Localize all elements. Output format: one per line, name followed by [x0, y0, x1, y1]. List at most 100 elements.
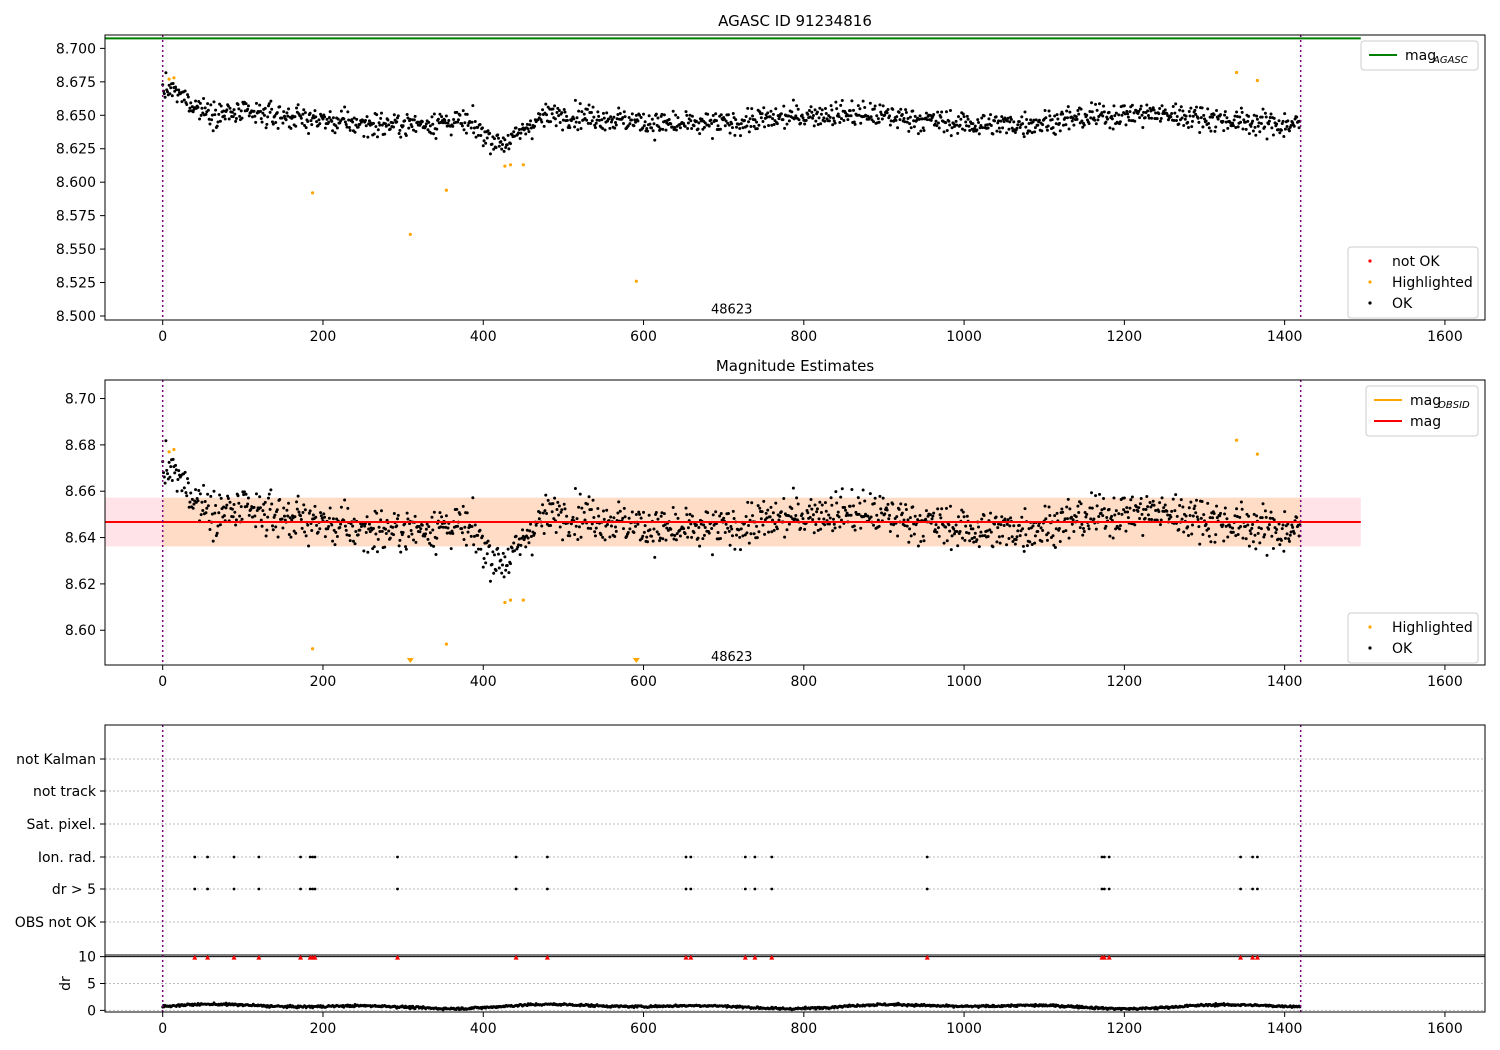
ok-point: [1087, 122, 1091, 126]
ok-point: [1068, 110, 1072, 114]
ok-point: [842, 118, 846, 122]
ok-point: [928, 513, 932, 517]
ok-point: [643, 120, 647, 124]
ok-point: [878, 103, 882, 107]
dr-clipped-marker: [1106, 954, 1112, 960]
ok-point: [561, 538, 565, 542]
ok-point: [339, 522, 343, 526]
ok-point: [430, 115, 434, 119]
ok-point: [294, 531, 298, 535]
highlighted-point: [1234, 70, 1239, 75]
ok-point: [755, 536, 759, 540]
ok-point: [1216, 117, 1220, 121]
ok-point: [942, 130, 946, 134]
ok-point: [961, 112, 965, 116]
highlighted-point: [444, 188, 448, 192]
ok-point: [947, 523, 951, 527]
highlighted-point: [408, 232, 412, 236]
ok-point: [1151, 499, 1155, 503]
ok-point: [1160, 496, 1164, 500]
ok-point: [490, 562, 494, 566]
ok-point: [1214, 125, 1218, 129]
ok-point: [1041, 123, 1045, 127]
ok-point: [747, 524, 751, 528]
ok-point: [582, 112, 586, 116]
ok-point: [739, 548, 743, 552]
x-tick-label: 200: [310, 1021, 337, 1037]
ok-point: [839, 117, 843, 121]
ok-point: [263, 500, 267, 504]
ok-point: [1236, 532, 1240, 536]
ok-point: [1016, 123, 1020, 127]
ok-point: [1280, 527, 1284, 531]
ok-point: [432, 112, 436, 116]
ok-point: [694, 523, 698, 527]
x-tick-label: 400: [470, 329, 497, 345]
ok-point: [1122, 508, 1126, 512]
ok-point: [387, 529, 391, 533]
ok-point: [426, 128, 430, 132]
ok-point: [889, 119, 893, 123]
ok-point: [1276, 128, 1280, 132]
ok-point: [327, 120, 331, 124]
ok-point: [163, 481, 167, 485]
ok-point: [484, 561, 488, 565]
ok-point: [338, 525, 342, 529]
ok-point: [859, 121, 863, 125]
ok-point: [875, 114, 879, 118]
ok-point: [413, 114, 417, 118]
ok-point: [1239, 120, 1243, 124]
dr-clipped-marker: [1250, 954, 1256, 960]
ok-point: [201, 509, 205, 513]
x-tick-label: 1600: [1427, 674, 1463, 690]
ok-point: [219, 104, 223, 108]
legend-label: OK: [1392, 296, 1413, 312]
ok-point: [730, 527, 734, 531]
ok-point: [1288, 533, 1292, 537]
ok-point: [1009, 117, 1013, 121]
ok-point: [313, 109, 317, 113]
ok-point: [441, 121, 445, 125]
ok-point: [1267, 523, 1271, 527]
ok-point: [171, 82, 175, 86]
ok-point: [576, 128, 580, 132]
ok-point: [1064, 123, 1068, 127]
ok-point: [412, 128, 416, 132]
ok-point: [876, 518, 880, 522]
ok-point: [376, 537, 380, 541]
ok-point: [970, 537, 974, 541]
ok-point: [1148, 500, 1152, 504]
ok-point: [782, 496, 786, 500]
ok-point: [169, 465, 173, 469]
ok-point: [1297, 534, 1301, 538]
ok-point: [661, 537, 665, 541]
ok-point: [1165, 509, 1169, 513]
ok-point: [937, 126, 941, 130]
ok-point: [1015, 126, 1019, 130]
ok-point: [939, 115, 943, 119]
ok-point: [654, 510, 658, 514]
ok-point: [295, 500, 299, 504]
ok-point: [230, 110, 234, 114]
ok-point: [978, 126, 982, 130]
ok-point: [278, 105, 282, 109]
ok-point: [212, 489, 216, 493]
ok-point: [1262, 535, 1266, 539]
ok-point: [1211, 115, 1215, 119]
flag-point: [193, 887, 197, 891]
ok-point: [231, 515, 235, 519]
ok-point: [474, 135, 478, 139]
ok-point: [281, 121, 285, 125]
ok-point: [1258, 130, 1262, 134]
ok-point: [912, 125, 916, 129]
ok-point: [199, 513, 203, 517]
ok-point: [1272, 518, 1276, 522]
ok-point: [301, 511, 305, 515]
ok-point: [1268, 516, 1272, 520]
ok-point: [182, 98, 186, 102]
ok-point: [1152, 503, 1156, 507]
ok-point: [254, 492, 258, 496]
ok-point: [741, 534, 745, 538]
ok-point: [979, 124, 983, 128]
